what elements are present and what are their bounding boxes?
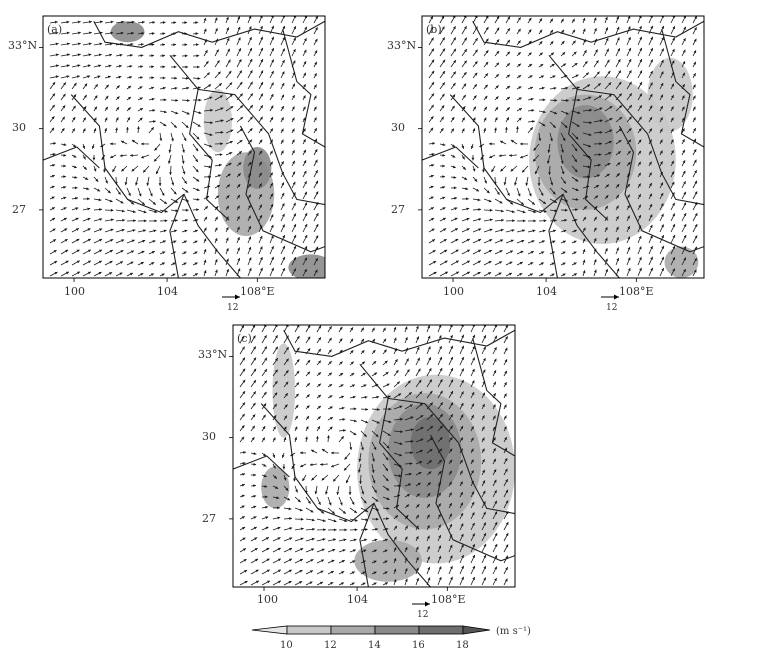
colorbar-segment <box>252 626 287 634</box>
panel-c: (c) 33°N 30 27 100 104 108°E 12 <box>198 324 515 620</box>
colorbar-tick-16: 16 <box>412 640 425 651</box>
colorbar-segment <box>375 626 419 634</box>
lat-tick-33: 33°N <box>387 39 416 52</box>
lon-tick-104: 104 <box>157 285 178 298</box>
colorbar-segment <box>419 626 463 634</box>
colorbar-segment <box>287 626 331 634</box>
lat-tick-33: 33°N <box>198 348 227 361</box>
lat-tick-30: 30 <box>12 121 26 134</box>
lat-tick-30: 30 <box>202 430 216 443</box>
lat-tick-27: 27 <box>391 203 405 216</box>
panel-label: (a) <box>47 23 62 36</box>
shading-patch <box>557 105 613 178</box>
reference-vector: 12 <box>412 602 430 621</box>
colorbar-segment <box>463 626 490 634</box>
lon-tick-108: 108°E <box>619 285 654 298</box>
colorbar-tick-14: 14 <box>368 640 381 651</box>
lat-tick-30: 30 <box>391 121 405 134</box>
reference-vector: 12 <box>222 295 240 314</box>
lon-tick-108: 108°E <box>240 285 275 298</box>
panel-label: (b) <box>426 23 442 36</box>
panel-a: (a) 33°N 30 27 100 104 108°E 12 <box>8 15 333 313</box>
panel-label: (c) <box>237 332 252 345</box>
reference-vector-label: 12 <box>606 303 617 313</box>
lat-tick-27: 27 <box>12 203 26 216</box>
panel-b: (b) 33°N 30 27 100 104 108°E 12 <box>387 15 704 313</box>
reference-vector: 12 <box>601 295 619 314</box>
shading-patch <box>243 147 271 189</box>
colorbar-tick-18: 18 <box>456 640 469 651</box>
lon-tick-100: 100 <box>64 285 85 298</box>
lon-tick-104: 104 <box>347 593 368 606</box>
lon-tick-100: 100 <box>257 593 278 606</box>
shading-patch <box>665 247 699 278</box>
shading-patch <box>648 58 693 131</box>
colorbar-segment <box>331 626 375 634</box>
reference-vector-label: 12 <box>227 303 238 313</box>
lon-tick-104: 104 <box>536 285 557 298</box>
colorbar: 10 12 14 16 18 (m s⁻¹) <box>252 626 531 651</box>
shading-patch <box>111 21 145 42</box>
lon-tick-100: 100 <box>443 285 464 298</box>
reference-vector-label: 12 <box>417 610 428 620</box>
shading-patch <box>272 343 295 437</box>
lat-tick-27: 27 <box>202 512 216 525</box>
lon-tick-108: 108°E <box>431 593 466 606</box>
colorbar-tick-10: 10 <box>280 640 293 651</box>
colorbar-unit: (m s⁻¹) <box>496 626 531 637</box>
lat-tick-33: 33°N <box>8 39 37 52</box>
colorbar-tick-12: 12 <box>324 640 337 651</box>
